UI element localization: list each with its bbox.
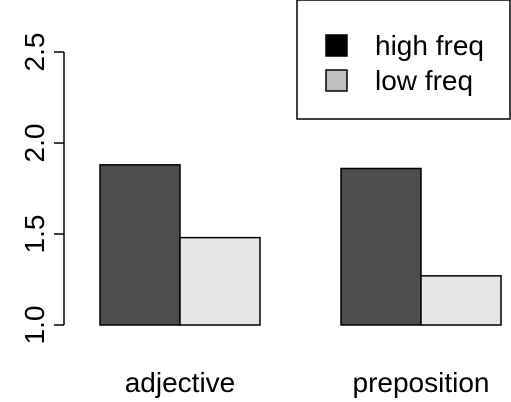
legend-label-low-freq: low freq bbox=[375, 65, 473, 96]
y-axis: 1.0 1.5 2.0 2.5 bbox=[19, 33, 65, 345]
legend-label-high-freq: high freq bbox=[375, 30, 484, 61]
legend-swatch-low-freq bbox=[325, 69, 348, 92]
category-labels: adjective preposition bbox=[125, 367, 490, 398]
legend: high freq low freq bbox=[296, 0, 511, 120]
y-tick-label: 1.0 bbox=[19, 306, 50, 345]
y-tick-label: 2.5 bbox=[19, 33, 50, 72]
y-tick-label: 1.5 bbox=[19, 215, 50, 254]
bar-preposition-high-freq bbox=[340, 167, 422, 326]
legend-swatch-high-freq bbox=[325, 34, 348, 57]
category-label-preposition: preposition bbox=[353, 367, 490, 398]
category-label-adjective: adjective bbox=[125, 367, 236, 398]
bar-adjective-high-freq bbox=[99, 164, 181, 326]
y-tick-label: 2.0 bbox=[19, 124, 50, 163]
legend-box bbox=[296, 0, 511, 120]
bar-adjective-low-freq bbox=[179, 236, 261, 326]
bars bbox=[99, 164, 502, 326]
bar-preposition-low-freq bbox=[420, 275, 502, 326]
